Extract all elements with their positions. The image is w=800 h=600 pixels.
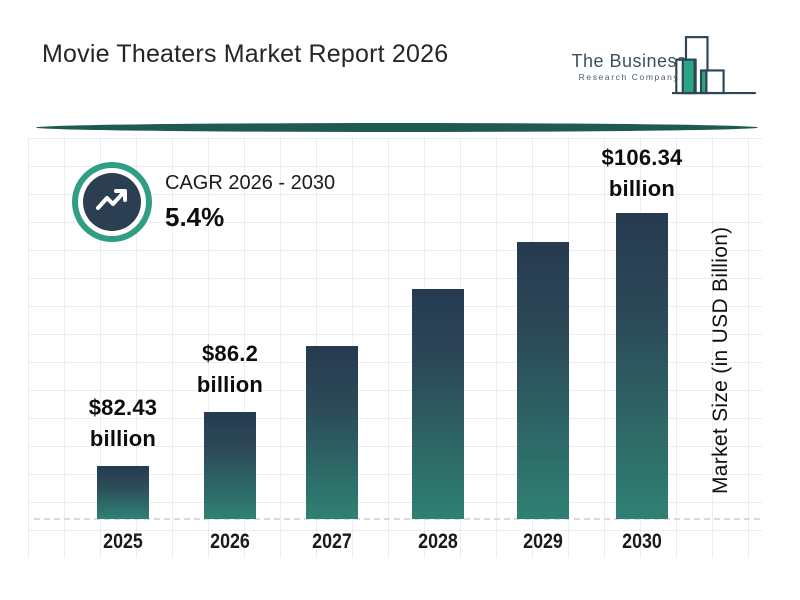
value-label-2025: $82.43 billion <box>43 392 203 454</box>
value-unit: billion <box>196 372 264 397</box>
cagr-value: 5.4% <box>165 202 225 232</box>
value-unit: billion <box>89 426 157 451</box>
cagr-badge <box>72 162 152 242</box>
company-logo-skyline-icon <box>672 30 758 103</box>
bar-2029 <box>517 242 569 519</box>
x-tick-2028: 2028 <box>418 530 458 553</box>
company-logo-text: The Business Research Company <box>570 51 688 83</box>
value-amount: $106.34 <box>601 145 683 170</box>
value-unit: billion <box>608 176 676 201</box>
company-logo: The Business Research Company <box>560 30 770 102</box>
y-axis-label: Market Size (in USD Billion) <box>709 226 732 494</box>
x-tick-2030: 2030 <box>622 530 662 553</box>
header-divider <box>36 123 758 132</box>
x-axis-baseline <box>34 518 760 520</box>
cagr-period-label: CAGR 2026 - 2030 <box>165 172 336 194</box>
value-amount: $86.2 <box>201 341 259 366</box>
bar-2028 <box>412 289 464 519</box>
bar-2025 <box>97 466 149 519</box>
x-tick-2029: 2029 <box>523 530 563 553</box>
value-label-2030: $106.34 billion <box>562 142 722 204</box>
value-label-2026: $86.2 billion <box>150 338 310 400</box>
company-subname: Research Company <box>578 72 680 82</box>
bar-2027 <box>306 346 358 519</box>
x-tick-2026: 2026 <box>210 530 250 553</box>
x-tick-2027: 2027 <box>312 530 352 553</box>
bar-2030 <box>616 213 668 519</box>
x-tick-2025: 2025 <box>103 530 143 553</box>
bar-2026 <box>204 412 256 519</box>
value-amount: $82.43 <box>88 395 158 420</box>
page-title: Movie Theaters Market Report 2026 <box>42 40 449 68</box>
trending-up-icon <box>83 173 141 231</box>
company-name: The Business <box>571 51 687 71</box>
